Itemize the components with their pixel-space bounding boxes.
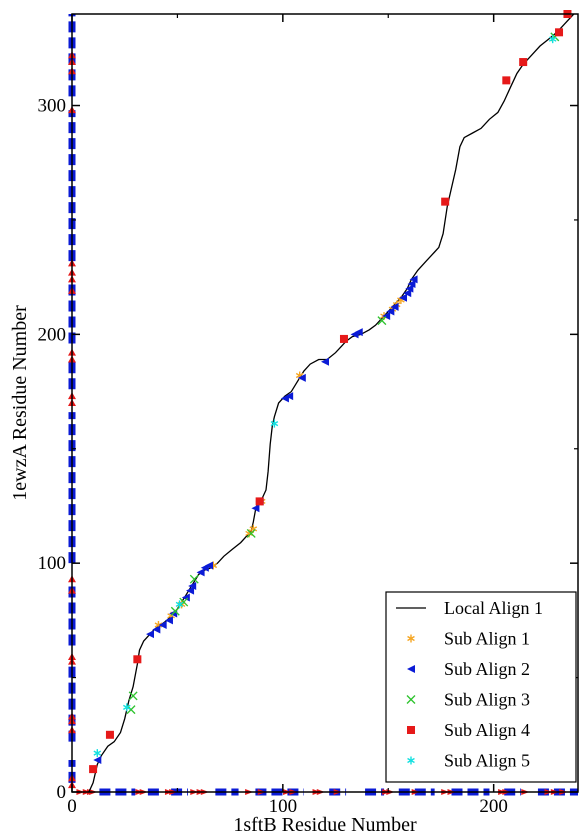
data-point-sub-align-4 — [502, 76, 511, 85]
x-tick-label: 100 — [269, 796, 298, 817]
x-tick-label: 200 — [479, 796, 508, 817]
asterisk-stroke — [123, 704, 131, 710]
y-axis-label: 1ewzA Residue Number — [9, 305, 31, 501]
data-point-sub-align-3 — [189, 574, 199, 584]
legend-label-sub-align-3: Sub Align 3 — [444, 690, 530, 710]
data-point-sub-align-2 — [146, 630, 155, 639]
plot-frame — [71, 13, 579, 793]
asterisk-stroke — [154, 622, 163, 628]
legend-swatch-marker — [407, 634, 415, 643]
series-sub-align-5 — [93, 35, 557, 758]
legend-swatch-marker — [406, 695, 416, 704]
data-point-sub-align-2 — [93, 755, 102, 764]
data-point-sub-align-5 — [175, 600, 184, 609]
data-point-sub-align-5 — [270, 419, 279, 428]
data-point-sub-align-4 — [519, 58, 528, 67]
x-marker-stroke — [189, 574, 199, 584]
x-marker-stroke — [128, 691, 138, 701]
legend-label-sub-align-4: Sub Align 4 — [444, 720, 530, 740]
data-point-sub-align-3 — [170, 606, 180, 616]
data-point-sub-align-2 — [196, 568, 205, 577]
asterisk-stroke — [407, 635, 415, 642]
series-sub-align-1 — [154, 296, 405, 629]
asterisk-stroke — [175, 601, 184, 607]
y-tick-label: 0 — [57, 782, 67, 803]
data-point-sub-align-2 — [403, 289, 412, 298]
asterisk-stroke — [407, 757, 415, 764]
legend-swatch-marker — [407, 726, 415, 734]
data-point-sub-align-4 — [339, 334, 348, 343]
legend-label-sub-align-5: Sub Align 5 — [444, 751, 530, 771]
data-point-sub-align-2 — [382, 312, 391, 321]
asterisk-stroke — [245, 530, 253, 537]
data-point-sub-align-2 — [405, 284, 414, 293]
legend: Local Align 1 Sub Align 1 Sub Align 2 Su… — [385, 591, 577, 783]
asterisk-stroke — [167, 613, 175, 619]
legend-label-sub-align-1: Sub Align 1 — [444, 629, 530, 649]
data-point-sub-align-2 — [158, 620, 167, 629]
data-point-sub-align-2 — [386, 307, 395, 316]
x-marker-stroke — [377, 316, 387, 326]
data-point-sub-align-4 — [133, 655, 142, 664]
data-point-sub-align-2 — [181, 593, 190, 602]
data-point-sub-align-5 — [93, 749, 102, 758]
data-point-sub-align-2 — [321, 357, 329, 366]
asterisk-stroke — [270, 420, 279, 427]
asterisk-stroke — [249, 526, 258, 532]
data-point-sub-align-2 — [297, 373, 306, 382]
data-point-sub-align-2 — [407, 280, 416, 289]
y-tick-label: 300 — [38, 96, 67, 117]
x-marker-stroke — [246, 528, 256, 538]
series-sub-align-4 — [89, 10, 572, 774]
x-marker-stroke — [406, 695, 416, 704]
asterisk-stroke — [93, 750, 102, 756]
x-marker-stroke — [126, 705, 136, 715]
plot-data — [88, 10, 575, 793]
series-sub-align-2 — [93, 275, 418, 764]
data-point-sub-align-2 — [399, 293, 408, 302]
axis-ticks: 0 100 200 0 100 200 300 — [38, 14, 578, 817]
data-point-sub-align-4 — [89, 765, 98, 774]
legend-swatch-marker — [407, 756, 415, 765]
data-point-sub-align-2 — [164, 616, 173, 625]
data-point-sub-align-2 — [251, 504, 260, 513]
data-point-sub-align-5 — [123, 703, 131, 712]
x-axis-label: 1sftB Residue Number — [233, 814, 417, 836]
x-marker-stroke — [170, 606, 180, 616]
y-tick-label: 200 — [38, 324, 67, 345]
data-point-sub-align-2 — [409, 275, 418, 284]
legend-swatch-marker — [407, 665, 415, 673]
data-point-sub-align-3 — [246, 528, 256, 538]
legend-label-local-align-1: Local Align 1 — [444, 598, 543, 618]
data-point-sub-align-2 — [188, 582, 197, 591]
asterisk-stroke — [548, 36, 557, 42]
data-point-sub-align-4 — [105, 730, 114, 739]
data-point-sub-align-4 — [441, 197, 450, 206]
data-point-sub-align-2 — [390, 302, 399, 311]
data-point-sub-align-3 — [128, 691, 138, 701]
y-tick-label: 100 — [38, 553, 67, 574]
data-point-sub-align-2 — [152, 625, 161, 634]
data-point-sub-align-4 — [555, 28, 564, 37]
legend-box — [385, 591, 577, 783]
data-point-sub-align-2 — [205, 561, 214, 570]
legend-label-sub-align-2: Sub Align 2 — [444, 659, 530, 679]
data-point-sub-align-2 — [285, 392, 294, 401]
data-point-sub-align-2 — [186, 586, 195, 595]
data-point-sub-align-4 — [255, 497, 264, 506]
asterisk-stroke — [397, 297, 405, 303]
data-point-sub-align-3 — [377, 316, 387, 326]
x-tick-label: 0 — [67, 796, 77, 817]
data-point-sub-align-5 — [548, 35, 557, 44]
data-point-sub-align-2 — [354, 328, 363, 337]
